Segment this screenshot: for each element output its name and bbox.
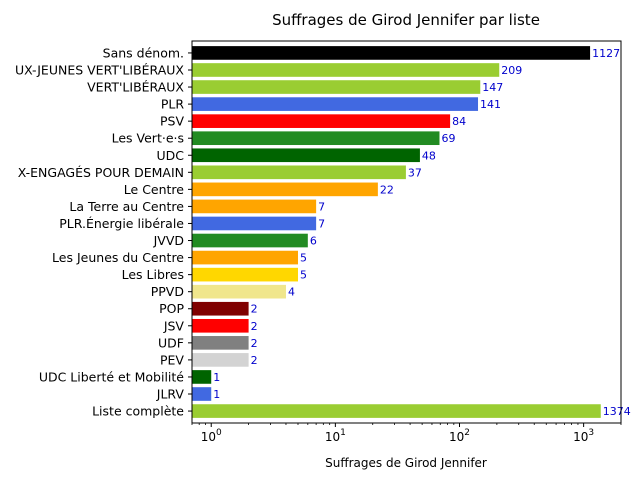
value-label: 2 — [251, 303, 258, 316]
bar — [192, 148, 420, 163]
bar — [192, 131, 440, 146]
bar — [192, 353, 249, 367]
bar — [192, 114, 451, 128]
bar — [192, 182, 378, 197]
value-label: 1 — [213, 388, 220, 401]
category-label: POP — [159, 301, 184, 316]
bar — [192, 46, 591, 60]
category-label: UDF — [158, 335, 184, 350]
bar — [192, 216, 317, 231]
category-label: Les Libres — [122, 267, 184, 282]
value-label: 5 — [300, 269, 307, 282]
x-tick-label: 103 — [573, 428, 594, 444]
category-label: Sans dénom. — [103, 45, 184, 60]
category-label: X-ENGAGÉS POUR DEMAIN — [18, 165, 184, 180]
bar — [192, 63, 500, 77]
category-labels: Sans dénom. UX-JEUNES VERT'LIBÉRAUX VERT'L… — [15, 45, 185, 418]
bars-group — [188, 46, 601, 418]
value-label: 37 — [408, 166, 422, 179]
bar — [192, 370, 212, 384]
category-label: PEV — [160, 352, 184, 367]
category-label: PPVD — [151, 284, 184, 299]
value-label: 5 — [300, 252, 307, 265]
plot-frame — [191, 40, 622, 424]
category-label: JVVD — [153, 233, 184, 248]
value-label: 2 — [251, 320, 258, 333]
chart-title: Suffrages de Girod Jennifer par liste — [272, 11, 540, 29]
axes — [191, 40, 622, 424]
category-label: La Terre au Centre — [69, 199, 184, 214]
bar — [192, 97, 479, 111]
category-label: PSV — [160, 114, 184, 129]
x-axis-ticks: 100 101 102 103 — [191, 423, 622, 444]
category-label: UDC Liberté et Mobilité — [39, 369, 184, 384]
value-label: 7 — [318, 217, 325, 230]
bar — [192, 387, 212, 401]
x-tick-label: 100 — [201, 428, 222, 444]
bar — [192, 404, 601, 418]
category-label: JSV — [163, 318, 185, 333]
category-label: PLR — [161, 97, 185, 112]
value-label: 141 — [480, 98, 501, 111]
bar — [192, 284, 286, 299]
value-label: 84 — [452, 115, 466, 128]
bar — [192, 233, 308, 248]
value-label: 69 — [441, 132, 455, 145]
value-label: 2 — [251, 337, 258, 350]
value-label: 4 — [288, 286, 295, 299]
value-label: 7 — [318, 200, 325, 213]
bar — [192, 250, 298, 265]
category-label: Les Jeunes du Centre — [52, 250, 184, 265]
bar — [192, 336, 249, 350]
category-label: Le Centre — [124, 182, 185, 197]
value-label: 2 — [251, 354, 258, 367]
value-label: 48 — [422, 149, 436, 162]
category-label: UDC — [156, 148, 184, 163]
x-tick-label: 101 — [325, 428, 346, 444]
value-label: 22 — [380, 183, 394, 196]
x-tick-label: 102 — [449, 428, 470, 444]
category-label: JLRV — [156, 387, 185, 402]
category-label: Liste complète — [92, 404, 184, 419]
bar — [192, 267, 298, 282]
bar — [192, 199, 317, 214]
category-label: PLR.Énergie libérale — [59, 216, 184, 231]
value-label: 6 — [310, 235, 317, 248]
category-label: VERT'LIBÉRAUX — [87, 80, 184, 95]
category-label: UX-JEUNES VERT'LIBÉRAUX — [15, 62, 184, 77]
value-label: 147 — [482, 81, 503, 94]
x-axis-label: Suffrages de Girod Jennifer — [325, 456, 487, 470]
value-label: 1374 — [603, 405, 631, 418]
bar — [192, 165, 406, 180]
bar — [192, 301, 249, 316]
category-label: Les Vert·e·s — [112, 131, 184, 146]
bar — [192, 80, 481, 94]
value-label: 209 — [501, 64, 522, 77]
value-label: 1127 — [592, 47, 620, 60]
value-label: 1 — [213, 371, 220, 384]
bar — [192, 318, 249, 333]
